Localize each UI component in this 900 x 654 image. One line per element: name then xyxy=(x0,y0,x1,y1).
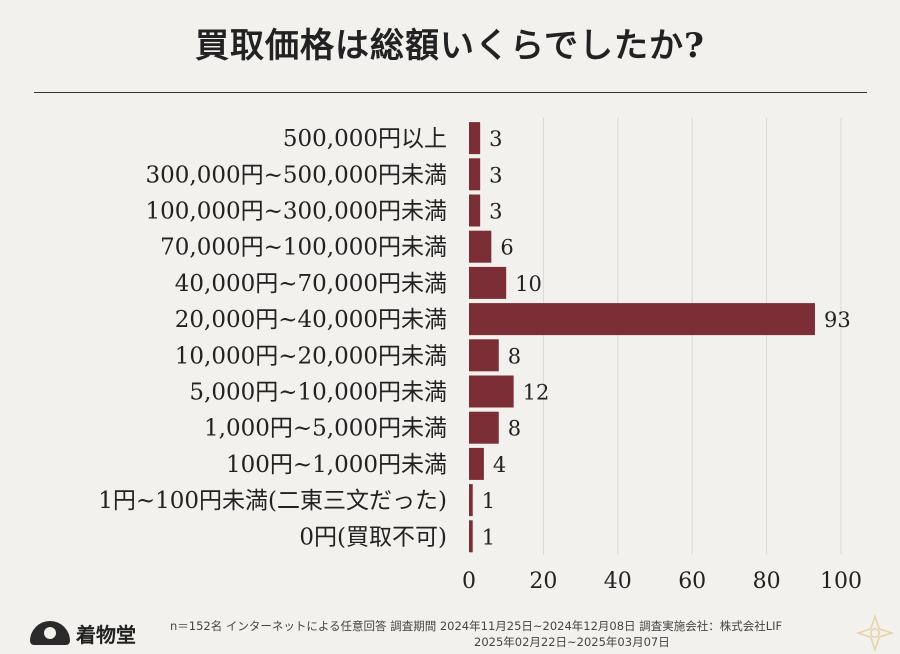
data-label: 1 xyxy=(482,525,495,549)
category-label: 500,000円以上 xyxy=(283,126,447,152)
bar xyxy=(469,266,507,299)
category-label: 20,000円~40,000円未満 xyxy=(175,307,447,333)
data-label: 1 xyxy=(482,489,495,513)
category-label: 100,000円~300,000円未満 xyxy=(146,199,448,225)
category-label: 300,000円~500,000円未満 xyxy=(146,162,448,188)
bar xyxy=(469,230,492,263)
data-label: 3 xyxy=(489,127,502,151)
data-label: 10 xyxy=(515,272,542,296)
bar xyxy=(469,194,481,227)
data-label: 3 xyxy=(489,200,502,224)
bar xyxy=(469,158,481,191)
brand-logo: 着物堂 xyxy=(30,618,136,648)
chart-title: 買取価格は総額いくらでしたか? xyxy=(195,26,705,66)
bar xyxy=(469,484,473,517)
footnote-line-2: 2025年02月22日~2025年03月07日 xyxy=(474,635,670,649)
bar xyxy=(469,520,473,553)
data-label: 12 xyxy=(523,381,550,405)
bar xyxy=(469,411,499,444)
category-label: 70,000円~100,000円未満 xyxy=(160,235,447,261)
category-label: 40,000円~70,000円未満 xyxy=(175,271,447,297)
title-divider xyxy=(34,92,867,93)
category-label: 1,000円~5,000円未満 xyxy=(204,416,447,442)
category-label: 1円~100円未満(二東三文だった) xyxy=(98,488,447,514)
survey-footnote: n＝152名 インターネットによる任意回答 調査期間 2024年11月25日~2… xyxy=(170,618,860,650)
x-tick-label: 100 xyxy=(820,569,862,594)
x-tick-label: 40 xyxy=(604,569,632,594)
category-label: 100円~1,000円未満 xyxy=(226,452,447,478)
bar xyxy=(469,303,815,336)
data-label: 93 xyxy=(824,308,851,332)
data-label: 3 xyxy=(489,163,502,187)
data-label: 8 xyxy=(508,417,521,441)
category-label: 10,000円~20,000円未満 xyxy=(175,343,447,369)
bar xyxy=(469,122,481,155)
fan-logo-icon xyxy=(30,621,70,645)
x-tick-label: 0 xyxy=(462,569,476,594)
flower-decoration-icon xyxy=(855,613,895,653)
data-label: 8 xyxy=(508,344,521,368)
data-label: 6 xyxy=(500,236,513,260)
bar xyxy=(469,375,514,408)
category-label: 0円(買取不可) xyxy=(299,524,447,550)
x-tick-label: 60 xyxy=(678,569,706,594)
x-tick-label: 80 xyxy=(753,569,781,594)
logo-text: 着物堂 xyxy=(76,622,136,647)
data-label: 4 xyxy=(493,453,506,477)
category-label: 5,000円~10,000円未満 xyxy=(189,380,447,406)
bar xyxy=(469,339,499,372)
bar xyxy=(469,447,484,480)
x-tick-label: 20 xyxy=(529,569,557,594)
footnote-line-1: n＝152名 インターネットによる任意回答 調査期間 2024年11月25日~2… xyxy=(170,619,783,633)
